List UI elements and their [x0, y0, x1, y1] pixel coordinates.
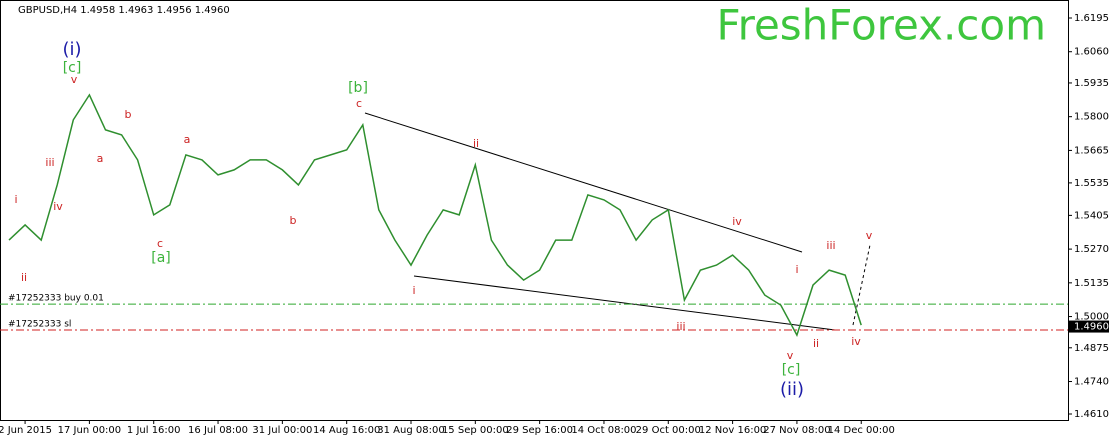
- x-tick-label: 29 Sep 16:00: [506, 425, 573, 436]
- wave-label: c: [157, 237, 163, 250]
- x-tick-label: 14 Oct 08:00: [571, 425, 636, 436]
- y-tick-label: 1.5405: [1074, 210, 1109, 221]
- wave-label: i: [412, 284, 415, 297]
- x-tick-label: 15 Sep 00:00: [442, 425, 509, 436]
- projection-line: [852, 244, 871, 326]
- wave-label: [a]: [151, 250, 171, 266]
- wave-label: iv: [53, 200, 63, 213]
- trend-line: [364, 112, 803, 253]
- y-tick-label: 1.5270: [1074, 244, 1109, 255]
- wave-label: ii: [21, 271, 27, 284]
- price-line-label: #17252333 sl: [8, 320, 71, 330]
- price-line-series: [8, 93, 862, 338]
- price-line-label: #17252333 buy 0.01: [8, 294, 104, 304]
- x-tick-label: 16 Jul 08:00: [188, 425, 248, 436]
- y-tick-label: 1.6060: [1074, 47, 1109, 58]
- wave-label: v: [71, 73, 78, 86]
- y-tick-label: 1.5135: [1074, 278, 1109, 289]
- x-tick-label: 27 Nov 08:00: [763, 425, 830, 436]
- wave-label: (i): [62, 39, 81, 60]
- y-tick-label: 1.6195: [1074, 13, 1109, 24]
- wave-label: b: [125, 108, 132, 121]
- x-tick-label: 2 Jun 2015: [0, 425, 52, 436]
- wave-label: c: [356, 97, 362, 110]
- y-tick-label: 1.5935: [1074, 78, 1109, 89]
- x-tick-label: 31 Jul 00:00: [252, 425, 312, 436]
- current-price-box: [1069, 320, 1109, 333]
- x-tick-label: 12 Nov 16:00: [699, 425, 766, 436]
- wave-label: [b]: [348, 80, 368, 96]
- header: GBPUSD,H4 1.4958 1.4963 1.4956 1.4960: [18, 5, 230, 16]
- wave-label: [c]: [782, 362, 801, 378]
- wave-label: (ii): [780, 379, 804, 400]
- plot-frame: [0, 0, 1069, 421]
- y-tick-label: 1.5000: [1074, 312, 1109, 323]
- wave-label: v: [787, 349, 794, 362]
- wave-label: a: [97, 152, 104, 165]
- wave-label: i: [795, 263, 798, 276]
- x-tick-label: 14 Dec 00:00: [828, 425, 895, 436]
- y-tick-label: 1.5800: [1074, 112, 1109, 123]
- wave-label: [c]: [63, 60, 82, 76]
- wave-label: iii: [826, 239, 835, 252]
- trend-line: [413, 275, 836, 331]
- wave-label: iii: [676, 320, 685, 333]
- watermark: FreshForex.com: [717, 1, 1047, 50]
- wave-label: i: [14, 193, 17, 206]
- y-tick-label: 1.4740: [1074, 377, 1109, 388]
- y-tick-label: 1.5665: [1074, 145, 1109, 156]
- x-tick-label: 31 Aug 08:00: [377, 425, 444, 436]
- x-tick-label: 14 Aug 16:00: [313, 425, 380, 436]
- wave-label: b: [290, 214, 297, 227]
- current-price-label: 1.4960: [1074, 322, 1109, 333]
- x-tick-label: 29 Oct 00:00: [636, 425, 701, 436]
- y-tick-label: 1.5535: [1074, 178, 1109, 189]
- x-tick-label: 1 Jul 16:00: [127, 425, 181, 436]
- wave-label: ii: [813, 337, 819, 350]
- x-tick-label: 17 Jun 00:00: [58, 425, 122, 436]
- wave-label: iv: [851, 335, 861, 348]
- wave-label: v: [866, 229, 873, 242]
- y-tick-label: 1.4610: [1074, 409, 1109, 420]
- wave-label: iv: [732, 215, 742, 228]
- y-tick-label: 1.4875: [1074, 343, 1109, 354]
- wave-label: a: [184, 133, 191, 146]
- wave-label: iii: [45, 156, 54, 169]
- wave-label: ii: [473, 137, 479, 150]
